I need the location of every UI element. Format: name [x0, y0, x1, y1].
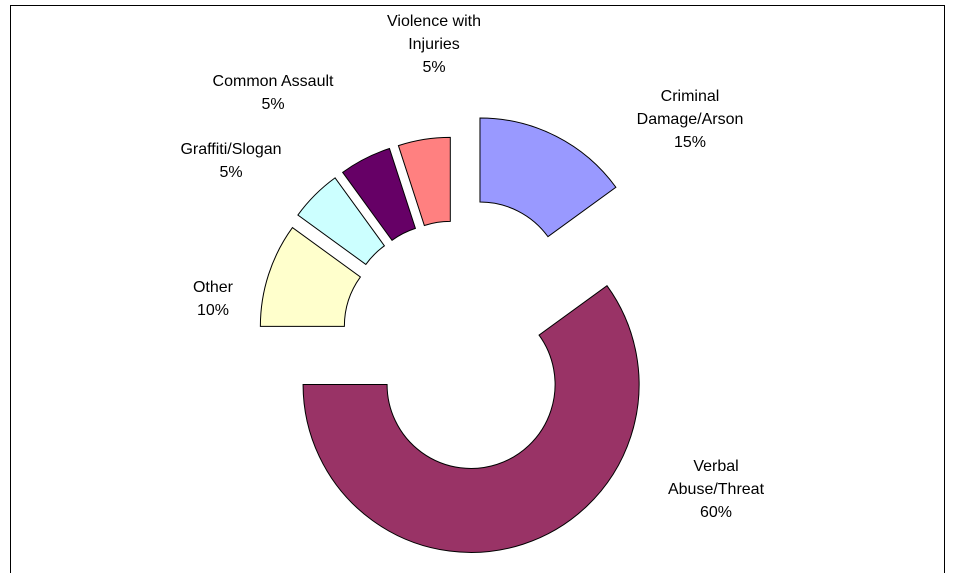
- donut-slice: [297, 177, 386, 266]
- donut-slice: [259, 226, 362, 327]
- slice-value: 15%: [673, 134, 707, 151]
- slice-value: 5%: [422, 59, 446, 76]
- slice-name: Other: [192, 279, 233, 296]
- plot-frame: [10, 5, 945, 573]
- slice-label: Graffiti/Slogan 5%: [151, 138, 311, 184]
- donut-slice: [397, 136, 451, 227]
- slice-label: Common Assault 5%: [198, 70, 348, 116]
- donut-slice: [341, 147, 417, 242]
- donut-slice: [302, 285, 640, 553]
- slice-label: Verbal Abuse/Threat 60%: [656, 455, 776, 524]
- slice-value: 5%: [261, 96, 285, 113]
- slice-name: Violence with Injuries: [387, 13, 481, 53]
- slice-name: Verbal Abuse/Threat: [667, 458, 765, 498]
- slice-value: 5%: [219, 164, 243, 181]
- slice-label: Other 10%: [173, 276, 253, 322]
- slice-label: Violence with Injuries 5%: [374, 10, 494, 79]
- slice-label: Criminal Damage/Arson 15%: [625, 85, 755, 154]
- slice-value: 60%: [699, 504, 733, 521]
- slice-name: Criminal Damage/Arson: [636, 88, 744, 128]
- slice-name: Graffiti/Slogan: [180, 141, 282, 158]
- donut-slice: [479, 117, 617, 238]
- slice-name: Common Assault: [212, 73, 334, 90]
- slice-value: 10%: [196, 302, 230, 319]
